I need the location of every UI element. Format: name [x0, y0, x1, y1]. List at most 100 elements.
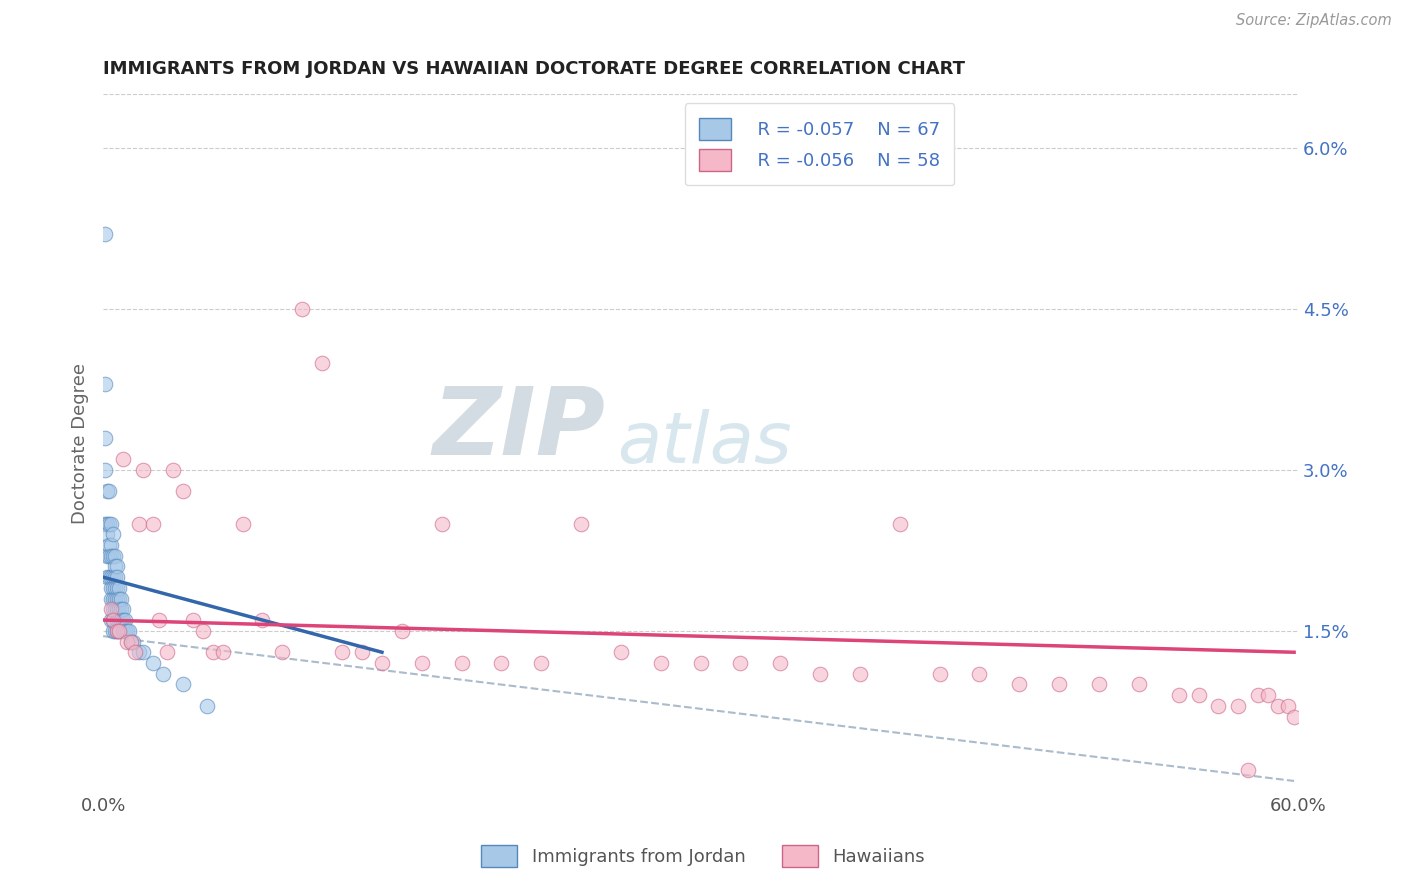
Point: [371, 656, 394, 670]
Point: [96, 484, 118, 499]
Point: [730, 656, 752, 670]
Point: [104, 581, 127, 595]
Point: [128, 516, 150, 531]
Point: [114, 624, 136, 638]
Text: ZIP: ZIP: [432, 384, 605, 475]
Point: [1208, 698, 1230, 713]
Point: [1282, 709, 1305, 723]
Point: [132, 463, 155, 477]
Point: [112, 602, 135, 616]
Point: [94, 463, 117, 477]
Point: [101, 581, 124, 595]
Point: [96, 527, 118, 541]
Text: atlas: atlas: [617, 409, 792, 477]
Point: [101, 613, 124, 627]
Point: [1128, 677, 1150, 691]
Point: [96, 549, 118, 563]
Point: [94, 431, 117, 445]
Point: [172, 484, 194, 499]
Point: [105, 591, 128, 606]
Point: [969, 666, 991, 681]
Point: [162, 463, 184, 477]
Point: [152, 666, 174, 681]
Point: [211, 645, 233, 659]
Point: [104, 624, 127, 638]
Point: [105, 602, 128, 616]
Point: [689, 656, 711, 670]
Point: [849, 666, 872, 681]
Point: [108, 624, 131, 638]
Point: [928, 666, 950, 681]
Point: [330, 645, 353, 659]
Y-axis label: Doctorate Degree: Doctorate Degree: [72, 362, 89, 524]
Point: [1247, 688, 1270, 702]
Point: [98, 549, 121, 563]
Point: [232, 516, 254, 531]
Point: [101, 624, 124, 638]
Text: Source: ZipAtlas.com: Source: ZipAtlas.com: [1236, 13, 1392, 29]
Point: [108, 602, 131, 616]
Point: [530, 656, 553, 670]
Point: [101, 602, 124, 616]
Point: [889, 516, 911, 531]
Point: [110, 591, 132, 606]
Point: [350, 645, 373, 659]
Point: [101, 613, 124, 627]
Point: [291, 301, 314, 316]
Point: [100, 549, 122, 563]
Point: [118, 624, 141, 638]
Point: [108, 624, 131, 638]
Point: [94, 377, 117, 392]
Point: [100, 538, 122, 552]
Point: [105, 624, 128, 638]
Point: [191, 624, 214, 638]
Text: IMMIGRANTS FROM JORDAN VS HAWAIIAN DOCTORATE DEGREE CORRELATION CHART: IMMIGRANTS FROM JORDAN VS HAWAIIAN DOCTO…: [103, 60, 965, 78]
Point: [142, 656, 165, 670]
Point: [610, 645, 633, 659]
Point: [98, 484, 121, 499]
Point: [100, 591, 122, 606]
Point: [1237, 764, 1260, 778]
Point: [108, 613, 131, 627]
Point: [391, 624, 413, 638]
Point: [195, 698, 218, 713]
Point: [101, 570, 124, 584]
Point: [100, 516, 122, 531]
Point: [120, 634, 142, 648]
Legend: Immigrants from Jordan, Hawaiians: Immigrants from Jordan, Hawaiians: [474, 838, 932, 874]
Point: [104, 591, 127, 606]
Point: [1277, 698, 1299, 713]
Point: [271, 645, 294, 659]
Point: [101, 591, 124, 606]
Point: [1187, 688, 1209, 702]
Point: [311, 356, 333, 370]
Point: [1167, 688, 1189, 702]
Point: [101, 549, 124, 563]
Point: [450, 656, 472, 670]
Point: [491, 656, 513, 670]
Point: [112, 452, 135, 467]
Point: [1047, 677, 1070, 691]
Point: [650, 656, 672, 670]
Point: [108, 581, 131, 595]
Point: [104, 549, 127, 563]
Point: [112, 613, 135, 627]
Point: [120, 634, 142, 648]
Point: [1257, 688, 1279, 702]
Point: [142, 516, 165, 531]
Point: [101, 527, 124, 541]
Point: [104, 570, 127, 584]
Point: [1267, 698, 1289, 713]
Point: [94, 227, 117, 241]
Point: [108, 591, 131, 606]
Point: [100, 570, 122, 584]
Point: [100, 581, 122, 595]
Point: [105, 570, 128, 584]
Point: [96, 516, 118, 531]
Point: [156, 645, 179, 659]
Point: [132, 645, 155, 659]
Point: [769, 656, 792, 670]
Point: [1008, 677, 1031, 691]
Point: [569, 516, 592, 531]
Point: [104, 602, 127, 616]
